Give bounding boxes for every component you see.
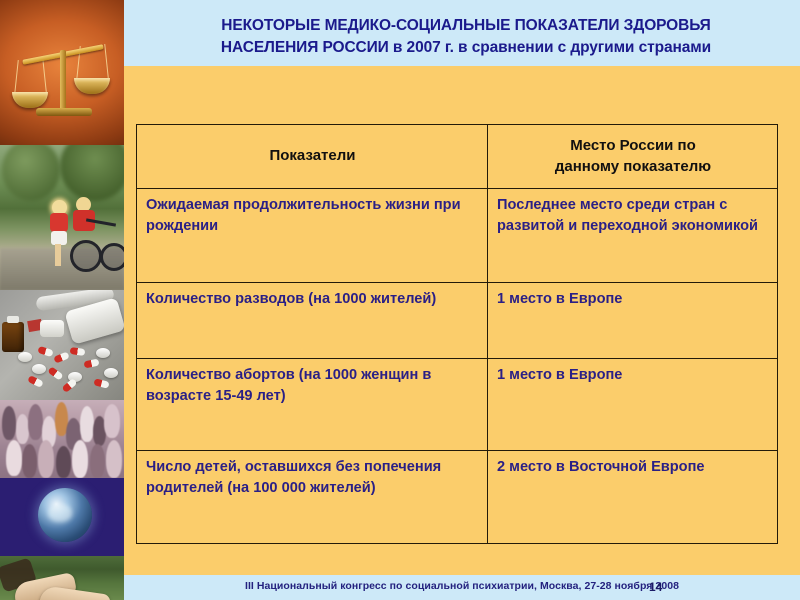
capsule-shape — [93, 378, 110, 389]
person-blob — [16, 414, 29, 444]
tree-shape — [60, 145, 124, 201]
photo-strip — [0, 0, 124, 600]
person-blob — [80, 406, 94, 442]
person-blob — [55, 402, 68, 436]
tablet-shape — [104, 368, 118, 378]
pills-and-medicine-photo — [0, 290, 124, 400]
scale-pan-left — [12, 92, 48, 108]
joined-hands-photo — [0, 556, 124, 600]
cell-rank: 1 место в Европе — [487, 358, 778, 451]
tree-shape — [2, 145, 60, 201]
person-blob — [28, 404, 43, 440]
person-blob — [38, 440, 54, 478]
capsule-shape — [47, 366, 64, 381]
cell-rank: 1 место в Европе — [487, 282, 778, 359]
scale-chain-icon — [42, 58, 47, 92]
bicycle-wheel-shape — [70, 240, 102, 272]
crowd-silhouettes — [0, 400, 124, 478]
bottle-cap-shape — [40, 320, 64, 337]
column-header-rank: Место России по данному показателю — [487, 124, 778, 189]
scales-of-justice-photo — [0, 0, 124, 145]
capsule-shape — [37, 345, 54, 358]
capsule-shape — [27, 375, 44, 388]
cell-rank: Последнее место среди стран с развитой и… — [487, 188, 778, 283]
girl-shorts-shape — [51, 231, 67, 245]
person-blob — [106, 440, 122, 478]
table-header: Показатели Место России по данному показ… — [136, 124, 778, 189]
table-header-row: Показатели Место России по данному показ… — [136, 124, 778, 189]
table-row: Количество разводов (на 1000 жителей) 1 … — [136, 282, 778, 359]
person-blob — [90, 444, 105, 478]
scale-pan-right — [74, 78, 110, 94]
scale-base — [36, 108, 92, 116]
globe-icon — [38, 488, 92, 542]
capsule-shape — [83, 358, 100, 369]
table-row: Ожидаемая продолжительность жизни при ро… — [136, 188, 778, 283]
amber-bottle-shape — [2, 316, 24, 352]
person-blob — [2, 406, 16, 440]
column-header-indicator: Показатели — [136, 124, 488, 189]
girl-leg-shape — [55, 244, 61, 266]
scale-post — [60, 50, 66, 112]
cell-indicator: Число детей, оставшихся без попечения ро… — [136, 450, 488, 544]
indicators-table: Показатели Место России по данному показ… — [136, 124, 778, 544]
capsule-shape — [69, 346, 86, 357]
cell-indicator: Количество абортов (на 1000 женщин в воз… — [136, 358, 488, 451]
person-blob — [6, 440, 22, 476]
cell-indicator: Количество разводов (на 1000 жителей) — [136, 282, 488, 359]
person-blob — [22, 444, 37, 478]
boy-shirt-shape — [73, 210, 95, 231]
children-on-bicycle-photo — [0, 145, 124, 290]
footer-conference-text: III Национальный конгресс по социальной … — [245, 580, 679, 592]
boy-head-shape — [76, 197, 91, 212]
cell-indicator: Ожидаемая продолжительность жизни при ро… — [136, 188, 488, 283]
capsule-shape — [53, 351, 70, 364]
person-blob — [93, 416, 106, 446]
slide-title: НЕКОТОРЫЕ МЕДИКО-СОЦИАЛЬНЫЕ ПОКАЗАТЕЛИ З… — [220, 17, 712, 56]
person-blob — [72, 440, 88, 478]
table-row: Количество абортов (на 1000 женщин в воз… — [136, 358, 778, 451]
person-blob — [104, 404, 120, 438]
scale-chain-icon — [14, 60, 19, 94]
tablet-shape — [32, 364, 46, 374]
tablet-shape — [68, 372, 82, 382]
table-row: Число детей, оставшихся без попечения ро… — [136, 450, 778, 544]
person-blob — [56, 446, 71, 478]
girl-shirt-shape — [50, 213, 68, 232]
tablet-shape — [96, 348, 110, 358]
page-number: 14 — [649, 580, 663, 594]
capsule-shape — [61, 377, 78, 394]
table-body: Ожидаемая продолжительность жизни при ро… — [136, 188, 778, 544]
title-banner: НЕКОТОРЫЕ МЕДИКО-СОЦИАЛЬНЫЕ ПОКАЗАТЕЛИ З… — [124, 0, 800, 66]
footer-bar: III Национальный конгресс по социальной … — [124, 575, 800, 600]
scale-chain-icon — [104, 44, 109, 78]
bicycle-wheel-shape — [100, 243, 124, 271]
earth-globe-photo — [0, 478, 124, 556]
crowd-of-people-photo — [0, 400, 124, 478]
girl-head-shape — [52, 200, 67, 215]
cell-rank: 2 место в Восточной Европе — [487, 450, 778, 544]
tablet-shape — [18, 352, 32, 362]
